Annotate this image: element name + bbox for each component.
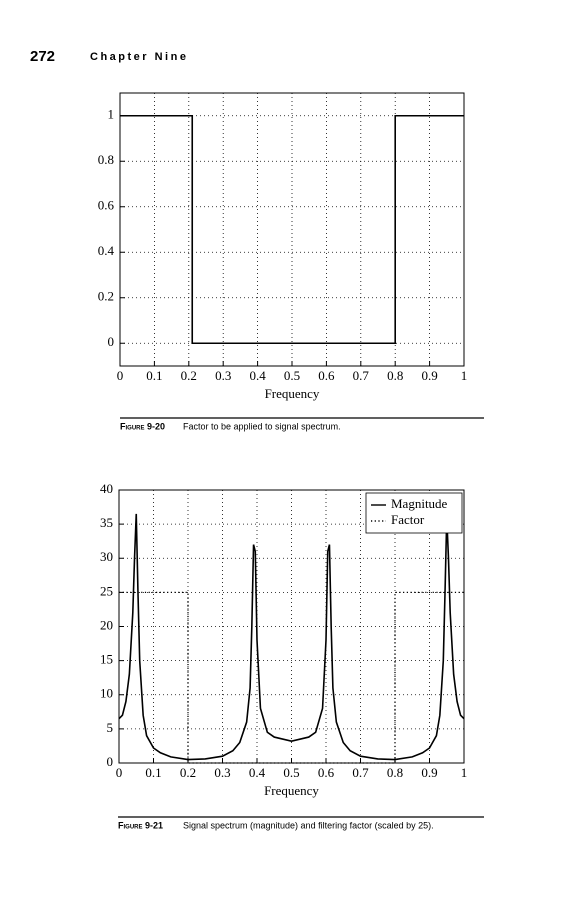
x-tick-label: 0.6 [318,368,335,383]
x-tick-label: 0.9 [421,765,437,780]
y-tick-label: 15 [100,652,113,667]
series-line [120,114,464,345]
x-tick-label: 0.4 [249,765,266,780]
x-tick-label: 0.1 [146,368,162,383]
y-tick-label: 25 [100,583,113,598]
y-tick-label: 0 [108,334,115,349]
x-tick-label: 0.9 [421,368,437,383]
x-tick-label: 0.7 [353,368,370,383]
legend-label: Magnitude [391,496,448,511]
x-tick-label: 0.4 [249,368,266,383]
x-tick-label: 0.3 [214,765,230,780]
x-tick-label: 0.5 [284,368,300,383]
x-tick-label: 0 [117,368,124,383]
y-tick-label: 0.4 [98,243,115,258]
y-tick-label: 20 [100,617,113,632]
y-tick-label: 10 [100,686,113,701]
chapter-title: Chapter Nine [90,51,188,63]
x-tick-label: 0.2 [181,368,197,383]
y-tick-label: 30 [100,549,113,564]
y-tick-label: 40 [100,481,113,496]
caption-label: Figure 9-21 [118,820,163,830]
plot-frame [118,489,465,764]
x-tick-label: 1 [461,368,468,383]
y-tick-label: 1 [108,107,115,122]
y-tick-label: 0.6 [98,198,115,213]
caption-text: Signal spectrum (magnitude) and filterin… [183,820,434,830]
x-tick-label: 0 [116,765,123,780]
legend-box [365,492,463,534]
y-tick-label: 5 [107,720,114,735]
x-tick-label: 0.7 [352,765,369,780]
x-tick-label: 0.3 [215,368,231,383]
x-tick-label: 0.1 [145,765,161,780]
series-line [118,513,465,761]
x-tick-label: 0.2 [180,765,196,780]
x-tick-label: 0.8 [387,765,403,780]
y-tick-label: 0.8 [98,152,114,167]
legend-label: Factor [391,512,425,527]
y-tick-label: 0 [107,754,114,769]
y-tick-label: 0.2 [98,289,114,304]
y-tick-label: 35 [100,515,113,530]
caption-text: Factor to be applied to signal spectrum. [183,421,341,431]
x-tick-label: 0.5 [283,765,299,780]
x-tick-label: 0.6 [318,765,335,780]
x-axis-label: Frequency [265,386,320,401]
x-tick-label: 0.8 [387,368,403,383]
page-number: 272 [30,48,55,65]
caption-label: Figure 9-20 [120,421,165,431]
x-tick-label: 1 [461,765,468,780]
x-axis-label: Frequency [264,783,319,798]
plot-frame [119,92,465,367]
